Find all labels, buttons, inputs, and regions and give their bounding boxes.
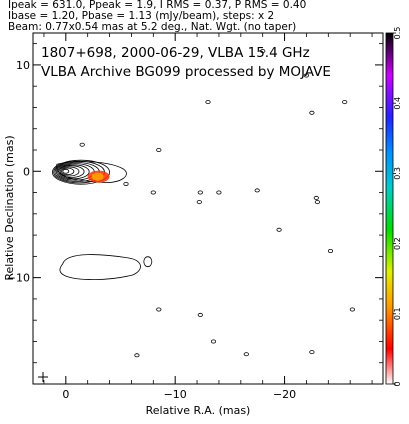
noise-contour-19 — [197, 312, 203, 317]
core-contour-1 — [62, 168, 70, 174]
noise-contour-24 — [25, 319, 29, 322]
noise-contour-22 — [309, 350, 315, 355]
noise-contour-11 — [276, 227, 282, 232]
noise-contour-23 — [349, 307, 355, 312]
noise-contour-1 — [79, 142, 85, 147]
noise-contour-18 — [156, 307, 162, 312]
noise-contour-2 — [123, 181, 129, 186]
header: Ipeak = 631.0, Ppeak = 1.9, I RMS = 0.37… — [8, 0, 306, 33]
noise-contour-13 — [205, 100, 211, 105]
chart-title-line-1: 1807+698, 2000-06-29, VLBA 15.4 GHz — [41, 45, 310, 61]
noise-contour-21 — [243, 352, 249, 357]
colorbar-tick-label: 0.4 — [393, 97, 402, 110]
header-line-2: Ibase = 1.20, Pbase = 1.13 (mJy/beam), s… — [8, 10, 275, 22]
noise-contour-17 — [342, 100, 348, 105]
y-tick-label: 10 — [16, 59, 30, 72]
noise-contour-4 — [150, 190, 156, 195]
noise-contour-10 — [314, 200, 320, 205]
x-axis-label: Relative R.A. (mas) — [146, 404, 251, 417]
noise-contour-15 — [303, 73, 309, 78]
x-tick-label: 0 — [62, 388, 69, 401]
colorbar-tick-label: 0 — [393, 381, 402, 386]
colorbar — [385, 32, 394, 385]
noise-contour-14 — [309, 110, 315, 115]
jet-outer-contour — [56, 161, 127, 183]
noise-contour-8 — [254, 188, 260, 193]
lower-component-contour — [59, 254, 141, 281]
y-axis-label: Relative Declination (mas) — [3, 135, 16, 280]
header-line-3: Beam: 0.77x0.54 mas at 5.2 deg., Nat. Wg… — [8, 21, 297, 33]
noise-contour-5 — [197, 190, 203, 195]
plot-frame — [32, 32, 384, 385]
header-line-1: Ipeak = 631.0, Ppeak = 1.9, I RMS = 0.37… — [8, 0, 307, 11]
core-contour-2 — [61, 167, 75, 176]
noise-contour-25 — [134, 353, 140, 358]
lower-component-knot — [143, 256, 153, 268]
y-tick-label: −10 — [7, 272, 30, 285]
core-contour-9 — [52, 159, 111, 185]
noise-contour-9 — [313, 195, 319, 200]
core-contour-3 — [59, 166, 80, 177]
colorbar-tick-label: 0.5 — [393, 27, 402, 40]
noise-contour-12 — [327, 248, 334, 253]
noise-contour-20 — [210, 339, 217, 344]
chart-title-line-2: VLBA Archive BG099 processed by MOJAVE — [41, 64, 331, 80]
colorbar-tick-label: 0.1 — [393, 307, 402, 320]
noise-contour-7 — [216, 190, 222, 195]
polarization-blob-inner — [91, 172, 104, 181]
noise-contour-6 — [196, 200, 202, 205]
x-tick-label: −10 — [164, 388, 187, 401]
y-tick-label: 0 — [23, 165, 30, 178]
noise-contour-16 — [260, 49, 266, 54]
noise-contour-3 — [156, 147, 162, 152]
colorbar-tick-label: 0.2 — [393, 237, 402, 250]
x-tick-label: −20 — [273, 388, 296, 401]
colorbar-tick-label: 0.3 — [393, 167, 402, 180]
beam-marker — [38, 372, 48, 382]
